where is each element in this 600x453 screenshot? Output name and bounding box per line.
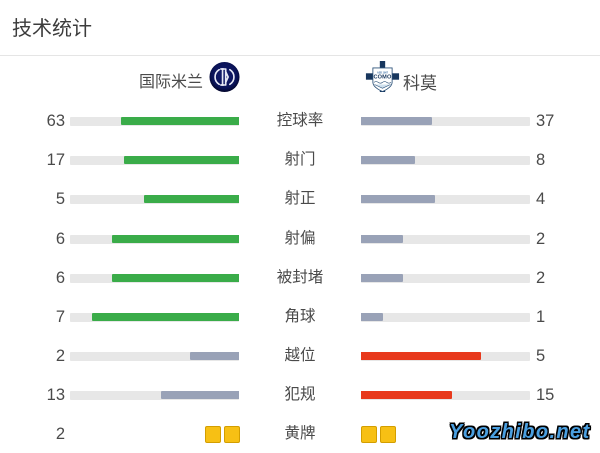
svg-text:COMO: COMO	[373, 75, 392, 81]
svg-text:ASD 1907: ASD 1907	[377, 71, 389, 74]
